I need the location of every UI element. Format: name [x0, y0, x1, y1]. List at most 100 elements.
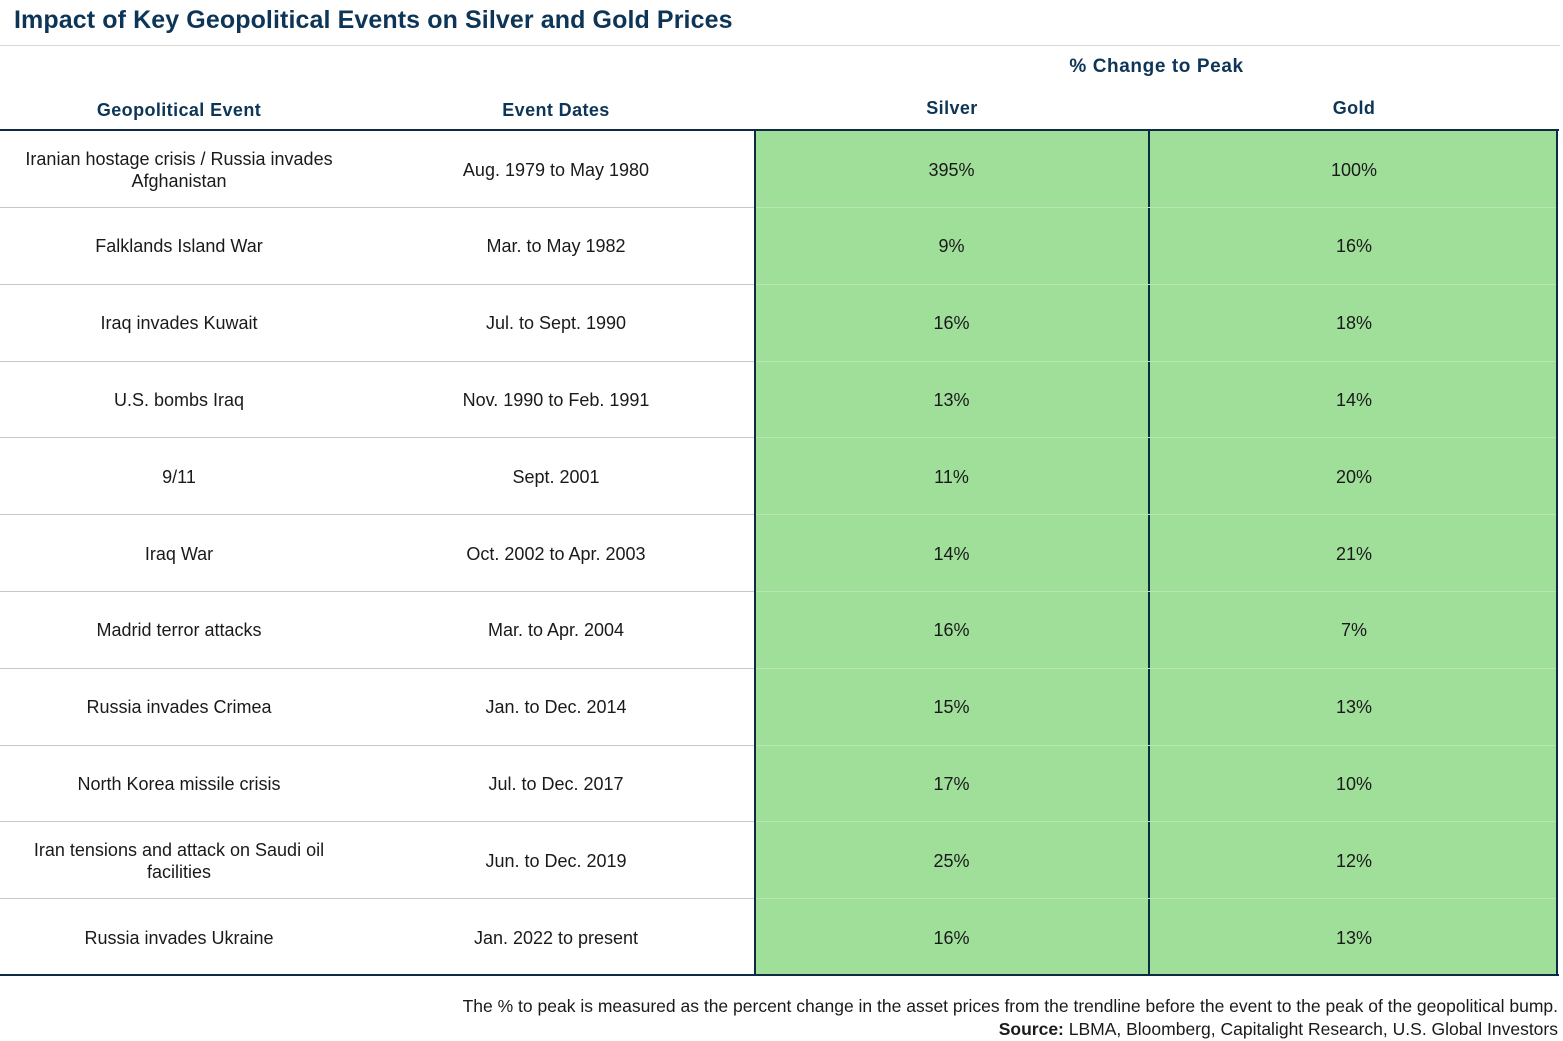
row-divider [0, 437, 754, 439]
silver-cell: 11% [934, 466, 969, 487]
row-divider-highlight [756, 591, 1556, 592]
dates-cell: Sept. 2001 [512, 466, 600, 487]
event-cell: Russia invades Ukraine [0, 899, 358, 976]
gold-cell: 12% [1335, 850, 1373, 871]
silver-cell: 16% [933, 927, 970, 948]
row-divider-highlight [756, 360, 1556, 362]
event-cell-text: U.S. bombs Iraq [113, 389, 245, 410]
event-cell: Iraq War [0, 515, 358, 592]
row-divider [0, 898, 754, 900]
dates-cell: Jun. to Dec. 2019 [485, 850, 627, 871]
table-row: Iranian hostage crisis / Russia invades … [0, 131, 1558, 208]
table-row: Iran tensions and attack on Saudi oil fa… [0, 822, 1558, 900]
change-to-peak-header: % Change to Peak [1069, 56, 1244, 77]
gold-cell: 20% [1335, 466, 1373, 487]
gold-cell: 21% [1335, 543, 1373, 564]
event-cell-text: Iran tensions and attack on Saudi oil fa… [33, 839, 325, 882]
silver-cell: 25% [933, 850, 970, 871]
footnote: The % to peak is measured as the percent… [463, 995, 1558, 1041]
table-row: Russia invades Ukraine Jan. 2022 to prese… [0, 899, 1558, 976]
gold-cell: 14% [1335, 389, 1373, 410]
dates-cell: Jan. to Dec. 2014 [485, 697, 627, 718]
row-divider [0, 821, 754, 823]
dates-cell: Nov. 1990 to Feb. 1991 [462, 389, 650, 410]
row-divider [0, 207, 754, 208]
silver-cell: 13% [933, 389, 970, 410]
gold-cell: 16% [1335, 236, 1373, 257]
dates-cell: Mar. to Apr. 2004 [487, 620, 625, 641]
event-cell: 9/11 [0, 438, 358, 515]
row-divider-highlight [756, 207, 1556, 208]
footnote-note: The % to peak is measured as the percent… [462, 996, 1558, 1016]
silver-cell: 15% [933, 697, 970, 718]
silver-cell: 17% [933, 773, 970, 794]
table-row: U.S. bombs Iraq Nov. 1990 to Feb. 1991 13%… [0, 361, 1558, 439]
dates-cell: Jul. to Dec. 2017 [488, 773, 624, 794]
header-divider [0, 129, 1559, 131]
event-cell: Falklands Island War [0, 208, 358, 285]
event-cell-text: Russia invades Crimea [86, 697, 272, 718]
row-divider [0, 591, 754, 592]
dates-cell: Oct. 2002 to Apr. 2003 [466, 543, 646, 564]
source-text: LBMA, Bloomberg, Capitalight Research, U… [1063, 1019, 1558, 1039]
dates-cell: Aug. 1979 to May 1980 [462, 159, 650, 180]
gold-cell: 7% [1340, 620, 1367, 641]
event-cell: Iran tensions and attack on Saudi oil fa… [0, 822, 358, 899]
table-bottom-border [0, 974, 1559, 976]
table-row: Madrid terror attacks Mar. to Apr. 2004 16… [0, 592, 1558, 669]
table-row: Iraq War Oct. 2002 to Apr. 2003 14% 21% [0, 515, 1558, 592]
silver-gold-divider [1148, 130, 1150, 975]
row-divider [0, 744, 754, 746]
table-row: North Korea missile crisis Jul. to Dec. 2… [0, 745, 1558, 823]
row-divider-highlight [756, 514, 1556, 516]
title-divider [0, 45, 1560, 46]
page-title: Impact of Key Geopolitical Events on Sil… [14, 6, 733, 34]
event-cell: Russia invades Crimea [0, 669, 358, 746]
table-row: Russia invades Crimea Jan. to Dec. 2014 15… [0, 669, 1558, 746]
gold-cell: 18% [1335, 313, 1373, 334]
column-header-event: Geopolitical Event [96, 100, 262, 120]
silver-cell: 9% [938, 236, 965, 257]
event-cell-text: Iraq invades Kuwait [100, 313, 258, 334]
row-divider-highlight [756, 283, 1556, 285]
row-divider-highlight [756, 437, 1556, 439]
silver-cell: 16% [933, 620, 970, 641]
row-divider [0, 514, 754, 516]
row-divider-highlight [756, 744, 1556, 746]
event-cell-text: 9/11 [162, 466, 196, 487]
source-label: Source: [998, 1019, 1064, 1039]
event-cell: Iranian hostage crisis / Russia invades … [0, 131, 358, 208]
column-header-silver: Silver [926, 98, 978, 118]
footnote-source: Source: LBMA, Bloomberg, Capitalight Res… [463, 1018, 1558, 1041]
event-cell-text: Madrid terror attacks [96, 620, 262, 641]
event-cell: U.S. bombs Iraq [0, 361, 358, 438]
percent-change-highlight [754, 130, 1558, 975]
table-row: 9/11 Sept. 2001 11% 20% [0, 438, 1558, 516]
row-divider [0, 360, 754, 362]
event-cell-text: Iranian hostage crisis / Russia invades … [25, 148, 333, 191]
event-cell: North Korea missile crisis [0, 745, 358, 822]
row-divider [0, 667, 754, 669]
silver-cell: 16% [933, 313, 970, 334]
row-divider [0, 283, 754, 285]
gold-cell: 100% [1330, 159, 1378, 180]
table-row: Iraq invades Kuwait Jul. to Sept. 1990 16%… [0, 285, 1558, 362]
column-header-gold: Gold [1332, 98, 1376, 118]
row-divider-highlight [756, 898, 1556, 900]
silver-cell: 395% [928, 159, 975, 180]
row-divider-highlight [756, 667, 1556, 669]
column-header-dates: Event Dates [502, 100, 610, 120]
gold-cell: 13% [1335, 697, 1373, 718]
dates-cell: Jan. 2022 to present [473, 927, 639, 948]
event-cell: Madrid terror attacks [0, 592, 358, 669]
event-cell-text: Iraq War [144, 543, 214, 564]
event-cell: Iraq invades Kuwait [0, 285, 358, 362]
table-row: Falklands Island War Mar. to May 1982 9% 16… [0, 208, 1558, 285]
event-cell-text: Falklands Island War [95, 236, 263, 257]
gold-cell: 13% [1335, 927, 1373, 948]
dates-cell: Jul. to Sept. 1990 [485, 313, 627, 334]
gold-cell: 10% [1335, 773, 1373, 794]
dates-cell: Mar. to May 1982 [486, 236, 626, 257]
row-divider-highlight [756, 821, 1556, 823]
silver-cell: 14% [933, 543, 970, 564]
